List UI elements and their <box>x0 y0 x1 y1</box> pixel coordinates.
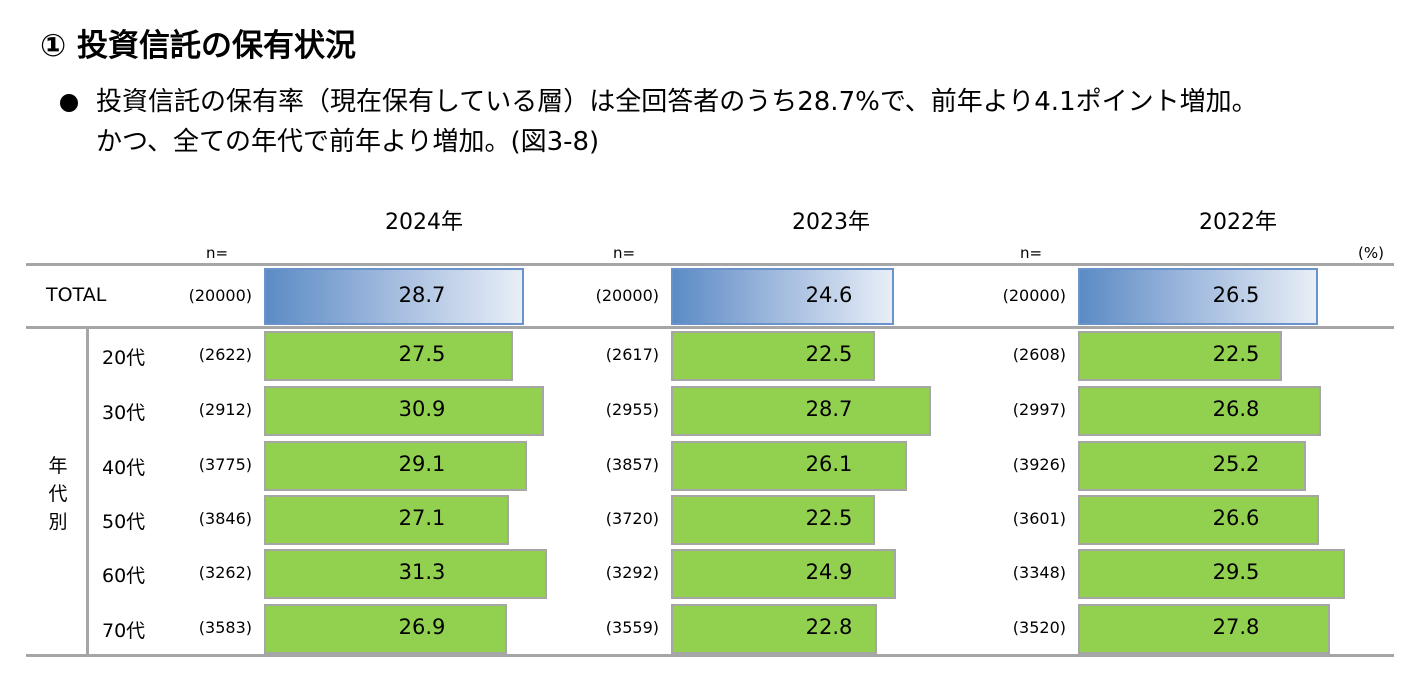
bar-age <box>1078 331 1282 381</box>
bar-value-label: 30.9 <box>398 397 446 421</box>
bar-value-label: 28.7 <box>805 397 853 421</box>
sample-size: (3262) <box>198 563 252 582</box>
n-header-label: n= <box>1020 244 1043 262</box>
bar-value-label: 26.6 <box>1212 506 1260 530</box>
panel-year-label: 2024年 <box>385 210 463 235</box>
age-group-label: 年代別 <box>46 452 70 536</box>
sample-size: (3775) <box>198 455 252 474</box>
table-bottom-rule <box>26 654 1394 657</box>
bar-age <box>671 386 931 436</box>
sample-size: (2912) <box>198 400 252 419</box>
sample-size: (2617) <box>605 345 659 364</box>
sample-size: (20000) <box>595 285 659 305</box>
bar-age <box>671 331 875 381</box>
sample-size: (3857) <box>605 455 659 474</box>
row-label-age: 70代 <box>102 620 146 642</box>
bar-value-label: 22.8 <box>805 615 853 639</box>
sample-size: (3846) <box>198 509 252 528</box>
total-separator-rule <box>26 326 1394 329</box>
bar-total <box>1078 268 1318 325</box>
bar-age <box>264 549 548 599</box>
sample-size: (2955) <box>605 400 659 419</box>
bar-value-label: 27.5 <box>398 342 446 366</box>
bar-age <box>264 386 544 436</box>
bar-value-label: 26.5 <box>1212 282 1260 307</box>
row-label-age: 50代 <box>102 511 146 533</box>
sample-size: (2622) <box>198 345 252 364</box>
row-label-age: 20代 <box>102 347 146 369</box>
bar-age <box>264 331 513 381</box>
bar-value-label: 26.1 <box>805 452 853 476</box>
bar-age <box>1078 549 1345 599</box>
panel-year-label: 2022年 <box>1199 210 1277 235</box>
bar-age <box>1078 604 1330 654</box>
sample-size: (2997) <box>1012 400 1066 419</box>
sample-size: (3720) <box>605 509 659 528</box>
bullet-icon <box>60 94 78 112</box>
bar-age <box>671 441 908 491</box>
bar-value-label: 31.3 <box>398 560 446 584</box>
section-title: ① 投資信託の保有状況 <box>40 28 357 64</box>
bar-age <box>1078 441 1307 491</box>
bar-value-label: 24.9 <box>805 560 853 584</box>
bar-age <box>1078 495 1319 545</box>
sample-size: (3292) <box>605 563 659 582</box>
sample-size: (20000) <box>1002 285 1066 305</box>
sample-size: (3601) <box>1012 509 1066 528</box>
bar-age <box>671 495 875 545</box>
table-top-rule <box>26 263 1394 266</box>
row-label-age: 40代 <box>102 457 146 479</box>
bar-age <box>671 549 897 599</box>
row-label-age: 60代 <box>102 565 146 587</box>
sample-size: (3348) <box>1012 563 1066 582</box>
bar-total <box>264 268 524 325</box>
bar-value-label: 25.2 <box>1212 452 1260 476</box>
bar-value-label: 27.1 <box>398 506 446 530</box>
bar-age <box>264 604 508 654</box>
bar-value-label: 28.7 <box>398 282 446 307</box>
bar-value-label: 24.6 <box>805 282 853 307</box>
age-group-label-text: 年代別 <box>48 455 68 533</box>
sample-size: (3926) <box>1012 455 1066 474</box>
bar-value-label: 26.8 <box>1212 397 1260 421</box>
summary-line-1: 投資信託の保有率（現在保有している層）は全回答者のうち28.7%で、前年より4.… <box>96 87 1258 117</box>
bar-age <box>264 441 528 491</box>
row-label-total: TOTAL <box>46 283 107 306</box>
bar-value-label: 26.9 <box>398 615 446 639</box>
bar-value-label: 29.1 <box>398 452 446 476</box>
bar-value-label: 27.8 <box>1212 615 1260 639</box>
summary-text: 投資信託の保有率（現在保有している層）は全回答者のうち28.7%で、前年より4.… <box>96 82 1412 162</box>
group-divider <box>86 329 89 655</box>
bar-age <box>1078 386 1321 436</box>
bar-value-label: 22.5 <box>805 342 853 366</box>
bar-value-label: 22.5 <box>1212 342 1260 366</box>
bar-value-label: 29.5 <box>1212 560 1260 584</box>
bar-age <box>264 495 510 545</box>
bar-total <box>671 268 894 325</box>
row-label-age: 30代 <box>102 402 146 424</box>
sample-size: (2608) <box>1012 345 1066 364</box>
bar-value-label: 22.5 <box>805 506 853 530</box>
sample-size: (3583) <box>198 618 252 637</box>
n-header-label: n= <box>206 244 229 262</box>
panel-year-label: 2023年 <box>792 210 870 235</box>
sample-size: (3520) <box>1012 618 1066 637</box>
summary-line-2: かつ、全ての年代で前年より増加。(図3-8) <box>96 127 600 157</box>
n-header-label: n= <box>613 244 636 262</box>
sample-size: (3559) <box>605 618 659 637</box>
unit-label: (%) <box>1358 244 1384 262</box>
bar-age <box>671 604 878 654</box>
sample-size: (20000) <box>188 285 252 305</box>
